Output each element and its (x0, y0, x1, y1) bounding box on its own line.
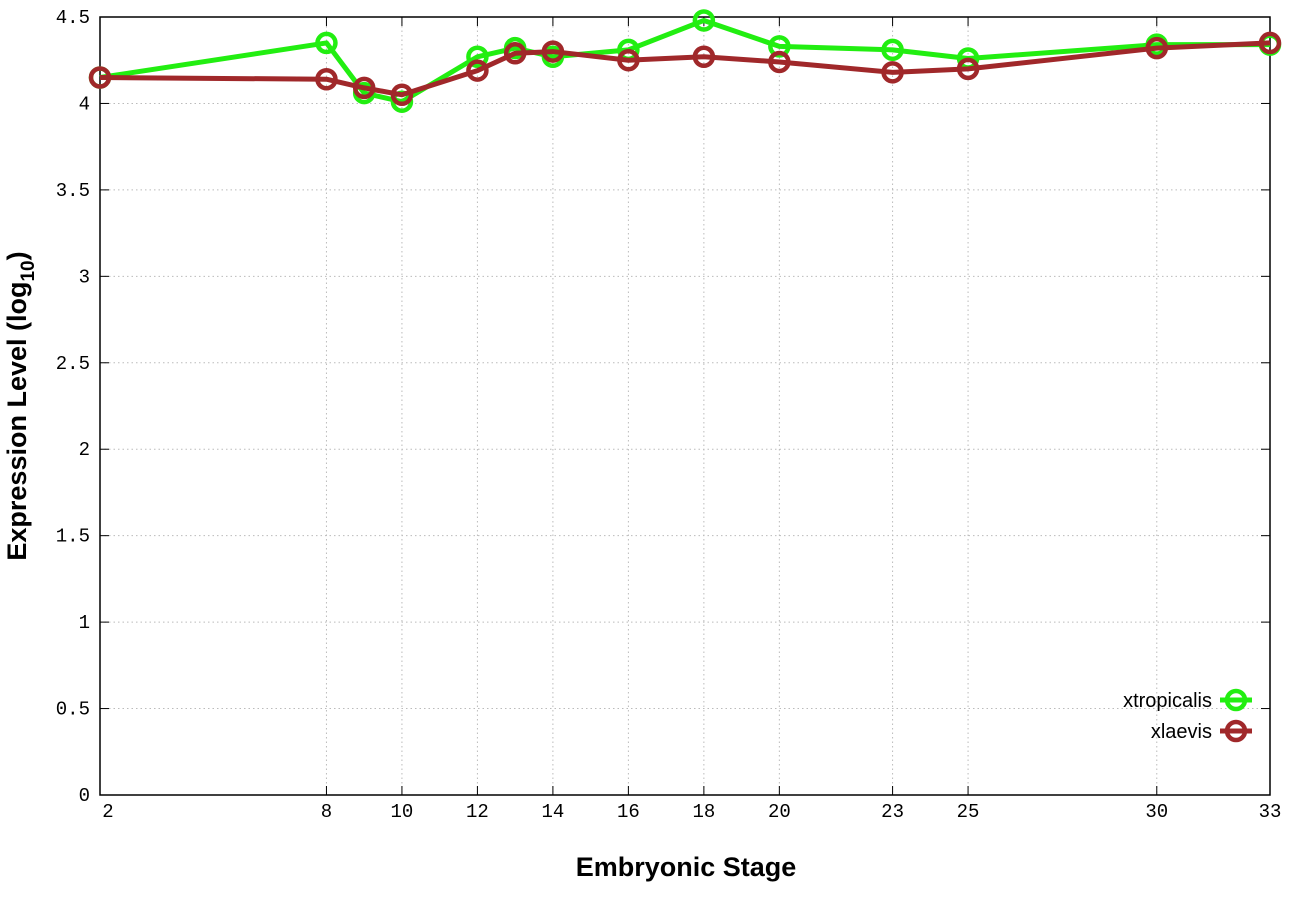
x-tick-label: 12 (466, 801, 489, 823)
legend-marker-xlaevis (1224, 719, 1248, 743)
data-point-xlaevis (390, 83, 414, 107)
x-tick-label: 33 (1259, 801, 1282, 823)
y-tick-label: 1.5 (56, 526, 90, 548)
y-tick-label: 3.5 (56, 180, 90, 202)
series-line-xlaevis (99, 40, 1271, 98)
series-line-xtropicalis (99, 17, 1270, 105)
y-tick-label: 2 (79, 439, 90, 461)
data-point-xlaevis (956, 57, 980, 81)
y-tick-label: 3 (79, 266, 90, 288)
data-point-xlaevis (88, 66, 112, 89)
x-tick-label: 14 (541, 801, 564, 823)
data-point-xlaevis (1258, 31, 1282, 55)
data-point-xlaevis (1145, 36, 1169, 60)
grid (100, 17, 1270, 795)
legend-label-xlaevis: xlaevis (1151, 721, 1212, 743)
y-tick-label: 1 (79, 612, 90, 634)
x-tick-label: 18 (692, 801, 715, 823)
y-tick-label: 0.5 (56, 699, 90, 721)
x-tick-label: 23 (881, 801, 904, 823)
x-tick-label: 10 (391, 801, 414, 823)
y-tick-label: 4 (79, 93, 90, 115)
legend-label-xtropicalis: xtropicalis (1123, 690, 1212, 712)
x-tick-label: 20 (768, 801, 791, 823)
data-point-xlaevis (881, 61, 904, 84)
data-point-xtropicalis (315, 31, 338, 55)
data-point-xlaevis (352, 76, 376, 100)
series-layer (88, 9, 1282, 113)
data-point-xlaevis (315, 67, 338, 91)
y-tick-label: 0 (79, 785, 90, 807)
data-point-xlaevis (503, 42, 527, 65)
data-point-xlaevis (692, 45, 716, 69)
data-point-xlaevis (541, 40, 565, 63)
data-point-xlaevis (617, 48, 640, 72)
ticks: 0 0.5 1 1.5 2 2.5 3 3.5 4 4.5 2 8 10 12 14 16 18 20 23 25 30… (56, 7, 1282, 823)
x-tick-label: 2 (102, 801, 113, 823)
data-point-xtropicalis (466, 45, 489, 69)
y-tick-label: 4.5 (56, 7, 90, 29)
data-point-xlaevis (466, 59, 489, 82)
legend-marker-xtropicalis (1224, 688, 1248, 712)
data-point-xlaevis (768, 50, 791, 74)
x-tick-label: 8 (321, 801, 332, 823)
x-tick-label: 30 (1145, 801, 1168, 823)
data-point-xtropicalis (692, 9, 716, 32)
data-point-xtropicalis (768, 35, 791, 58)
x-axis-label: Embryonic Stage (576, 852, 797, 882)
x-tick-label: 25 (957, 801, 980, 823)
y-tick-label: 2.5 (56, 353, 90, 375)
x-tick-label: 16 (617, 801, 640, 823)
legend: xtropicalis xlaevis (1123, 688, 1252, 743)
data-point-xtropicalis (881, 38, 904, 62)
y-axis-label: Expression Level (log10) (2, 251, 39, 560)
plot-frame (99, 16, 1271, 796)
